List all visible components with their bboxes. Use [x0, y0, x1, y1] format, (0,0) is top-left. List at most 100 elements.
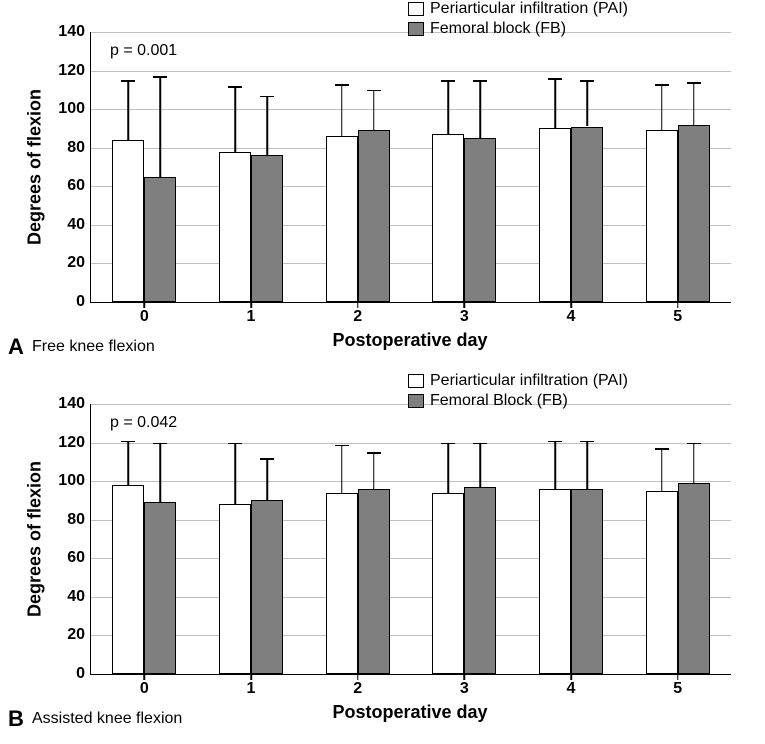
ytick-label: 20 — [67, 254, 85, 272]
legend-swatch — [408, 22, 424, 36]
errorbar-cap — [580, 441, 594, 443]
errorbar-cap — [121, 80, 135, 82]
errorbar — [160, 443, 162, 503]
errorbar — [480, 80, 482, 138]
panel-letter: A — [8, 334, 24, 360]
bar-FB — [144, 177, 176, 302]
xtick-label: 1 — [247, 308, 256, 326]
errorbar — [128, 441, 130, 485]
bar-PAI — [432, 493, 464, 674]
figure: 020406080100120140012345Degrees of flexi… — [0, 0, 765, 744]
xtick-label: 4 — [567, 308, 576, 326]
errorbar — [341, 84, 343, 136]
errorbar — [234, 443, 236, 505]
gridline — [91, 443, 731, 444]
errorbar — [693, 443, 695, 484]
ytick-label: 140 — [58, 395, 85, 413]
errorbar — [234, 86, 236, 152]
xtick-label: 0 — [140, 308, 149, 326]
xtick-label: 4 — [567, 680, 576, 698]
bar-FB — [144, 502, 176, 674]
gridline — [91, 263, 731, 264]
xtick-label: 3 — [460, 680, 469, 698]
errorbar — [661, 84, 663, 130]
legend-label: Femoral block (FB) — [430, 20, 566, 38]
ytick-label: 80 — [67, 511, 85, 529]
errorbar-cap — [548, 441, 562, 443]
gridline — [91, 597, 731, 598]
bar-PAI — [539, 128, 571, 302]
legend-label: Periarticular infiltration (PAI) — [430, 0, 628, 18]
p-value-text: p = 0.001 — [110, 42, 177, 60]
errorbar-cap — [580, 80, 594, 82]
legend-item: Femoral Block (FB) — [408, 392, 628, 410]
errorbar-cap — [367, 452, 381, 454]
xtick-label: 1 — [247, 680, 256, 698]
errorbar-cap — [153, 76, 167, 78]
legend-swatch — [408, 2, 424, 16]
gridline — [91, 109, 731, 110]
gridline — [91, 481, 731, 482]
ytick-label: 60 — [67, 177, 85, 195]
legend-item: Periarticular infiltration (PAI) — [408, 0, 628, 18]
ytick-label: 100 — [58, 100, 85, 118]
ytick-label: 0 — [76, 293, 85, 311]
xtick-label: 2 — [353, 680, 362, 698]
panel-caption: Free knee flexion — [32, 338, 155, 356]
errorbar-cap — [687, 443, 701, 445]
gridline — [91, 148, 731, 149]
ytick-label: 100 — [58, 472, 85, 490]
bar-FB — [571, 489, 603, 674]
bar-FB — [464, 138, 496, 302]
errorbar-cap — [335, 445, 349, 447]
xtick-label: 0 — [140, 680, 149, 698]
ytick-label: 40 — [67, 216, 85, 234]
gridline — [91, 635, 731, 636]
errorbar-cap — [260, 96, 274, 98]
errorbar — [341, 445, 343, 493]
panel-letter: B — [8, 706, 24, 732]
ytick-label: 120 — [58, 434, 85, 452]
errorbar — [373, 452, 375, 489]
gridline — [91, 558, 731, 559]
ytick-label: 140 — [58, 23, 85, 41]
errorbar — [128, 80, 130, 140]
bar-FB — [678, 125, 710, 302]
y-axis-label: Degrees of flexion — [25, 89, 46, 245]
gridline — [91, 225, 731, 226]
legend-label: Femoral Block (FB) — [430, 392, 568, 410]
p-value-text: p = 0.042 — [110, 414, 177, 432]
ytick-label: 0 — [76, 665, 85, 683]
bar-FB — [571, 127, 603, 303]
errorbar-cap — [260, 458, 274, 460]
bar-FB — [678, 483, 710, 674]
bar-PAI — [219, 152, 251, 302]
bar-FB — [358, 130, 390, 302]
bar-PAI — [326, 493, 358, 674]
xtick-label: 5 — [673, 680, 682, 698]
ytick-label: 20 — [67, 626, 85, 644]
xtick-label: 2 — [353, 308, 362, 326]
legend-swatch — [408, 394, 424, 408]
bar-PAI — [646, 491, 678, 674]
ytick-label: 60 — [67, 549, 85, 567]
errorbar-cap — [655, 448, 669, 450]
legend-item: Femoral block (FB) — [408, 20, 628, 38]
bar-PAI — [432, 134, 464, 302]
errorbar-cap — [228, 86, 242, 88]
errorbar-cap — [367, 90, 381, 92]
plot-area-B: 020406080100120140012345 — [90, 404, 731, 675]
bar-PAI — [326, 136, 358, 302]
x-axis-label: Postoperative day — [332, 702, 487, 723]
legend-label: Periarticular infiltration (PAI) — [430, 372, 628, 390]
bar-PAI — [219, 504, 251, 674]
errorbar-cap — [228, 443, 242, 445]
errorbar-cap — [153, 443, 167, 445]
legend-swatch — [408, 374, 424, 388]
legend-item: Periarticular infiltration (PAI) — [408, 372, 628, 390]
plot-area-A: 020406080100120140012345 — [90, 32, 731, 303]
errorbar — [160, 76, 162, 176]
legend: Periarticular infiltration (PAI) Femoral … — [408, 372, 628, 412]
gridline — [91, 71, 731, 72]
errorbar — [480, 443, 482, 487]
